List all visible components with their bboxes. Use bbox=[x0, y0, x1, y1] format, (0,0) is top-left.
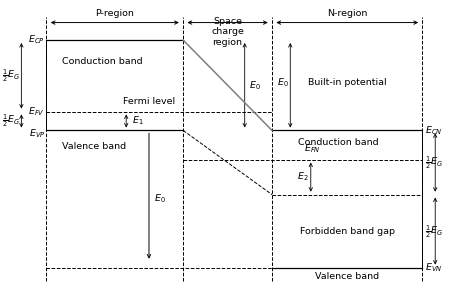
Text: $E_{CP}$: $E_{CP}$ bbox=[28, 34, 45, 46]
Text: P-region: P-region bbox=[95, 8, 134, 18]
Text: $E_1$: $E_1$ bbox=[132, 115, 143, 127]
Text: $\frac{1}{2}E_G$: $\frac{1}{2}E_G$ bbox=[2, 113, 20, 130]
Text: $\frac{1}{2}E_G$: $\frac{1}{2}E_G$ bbox=[425, 223, 443, 240]
Text: $E_0$: $E_0$ bbox=[249, 79, 261, 91]
Text: Conduction band: Conduction band bbox=[298, 138, 378, 146]
Text: $E_{FV}$: $E_{FV}$ bbox=[28, 105, 45, 118]
Text: $E_{VN}$: $E_{VN}$ bbox=[425, 261, 442, 274]
Text: Conduction band: Conduction band bbox=[62, 57, 143, 66]
Text: $E_{CN}$: $E_{CN}$ bbox=[425, 124, 442, 137]
Text: Space
charge
region: Space charge region bbox=[211, 17, 244, 47]
Text: Valence band: Valence band bbox=[62, 142, 127, 151]
Text: $E_{FN}$: $E_{FN}$ bbox=[304, 143, 321, 155]
Text: Built-in potential: Built-in potential bbox=[308, 78, 387, 87]
Text: $E_{VP}$: $E_{VP}$ bbox=[29, 127, 45, 140]
Text: Fermi level: Fermi level bbox=[123, 97, 175, 106]
Text: $E_0$: $E_0$ bbox=[277, 76, 289, 88]
Text: $\frac{1}{2}E_G$: $\frac{1}{2}E_G$ bbox=[2, 67, 20, 84]
Text: $\frac{1}{2}E_G$: $\frac{1}{2}E_G$ bbox=[425, 154, 443, 171]
Text: Valence band: Valence band bbox=[315, 272, 379, 281]
Text: Forbidden band gap: Forbidden band gap bbox=[300, 226, 395, 236]
Text: N-region: N-region bbox=[327, 8, 367, 18]
Text: $E_2$: $E_2$ bbox=[297, 171, 309, 183]
Text: $E_0$: $E_0$ bbox=[154, 193, 165, 205]
